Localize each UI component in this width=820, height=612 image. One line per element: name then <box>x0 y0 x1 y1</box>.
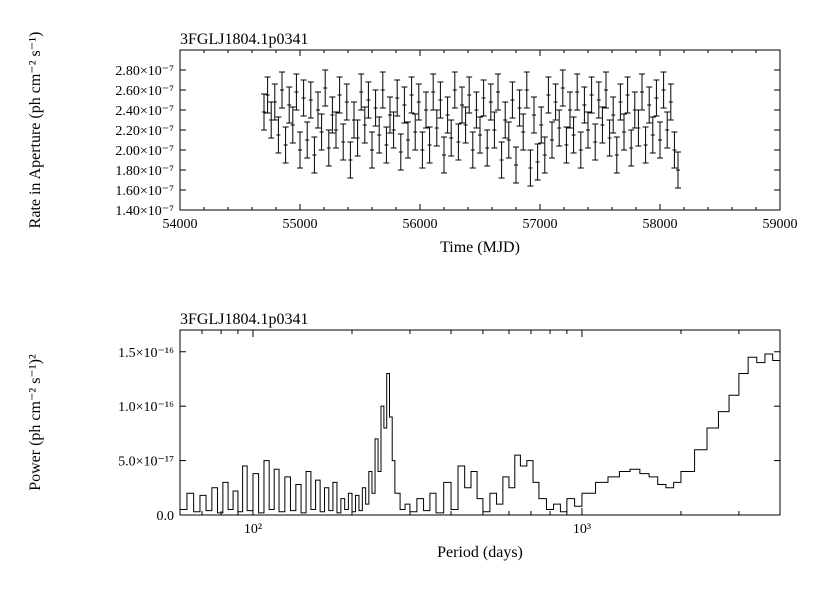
top-ytick-label: 2.20×10⁻⁷ <box>115 124 174 139</box>
top-ytick-label: 2.80×10⁻⁷ <box>115 64 174 79</box>
bottom-chart-title: 3FGLJ1804.1p0341 <box>180 311 308 328</box>
bottom-ylabel: Power (ph cm⁻² s⁻¹)² <box>27 354 44 491</box>
top-xtick-label: 56000 <box>403 217 438 232</box>
bottom-ytick-label: 0.0 <box>157 509 175 524</box>
top-chart-title: 3FGLJ1804.1p0341 <box>180 31 308 48</box>
top-xtick-label: 57000 <box>523 217 558 232</box>
bottom-xtick-label: 10² <box>244 522 262 537</box>
top-ylabel: Rate in Aperture (ph cm⁻² s⁻¹) <box>27 32 44 229</box>
top-xtick-label: 58000 <box>643 217 678 232</box>
bottom-plot-box <box>180 330 780 515</box>
bottom-ytick-label: 1.0×10⁻¹⁶ <box>118 400 174 415</box>
top-data-series <box>261 70 681 188</box>
top-xtick-label: 59000 <box>763 217 798 232</box>
top-xtick-label: 55000 <box>283 217 318 232</box>
top-ytick-label: 1.60×10⁻⁷ <box>115 184 174 199</box>
top-ytick-label: 2.60×10⁻⁷ <box>115 84 174 99</box>
top-xtick-label: 54000 <box>163 217 198 232</box>
top-ytick-label: 2.40×10⁻⁷ <box>115 104 174 119</box>
figure-svg: 54000 55000 56000 57000 58000 59000 1.40×10⁻⁷ 1… <box>0 0 820 612</box>
bottom-data-line <box>180 354 780 513</box>
top-xlabel: Time (MJD) <box>440 239 520 256</box>
top-ytick-label: 1.40×10⁻⁷ <box>115 204 174 219</box>
top-ytick-label: 1.80×10⁻⁷ <box>115 164 174 179</box>
bottom-ytick-label: 5.0×10⁻¹⁷ <box>118 455 174 470</box>
bottom-xlabel: Period (days) <box>437 544 523 561</box>
top-ytick-label: 2.00×10⁻⁷ <box>115 144 174 159</box>
bottom-ytick-label: 1.5×10⁻¹⁶ <box>118 346 174 361</box>
bottom-xtick-label: 10³ <box>573 522 591 537</box>
